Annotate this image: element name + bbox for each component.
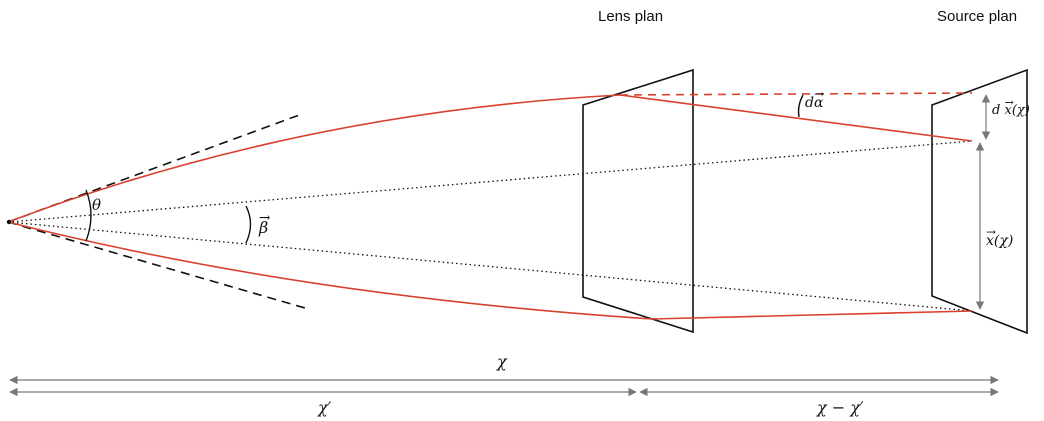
- d-alpha-label: dα: [805, 89, 824, 111]
- source-plane-label: Source plan: [937, 8, 1018, 25]
- observer-point: [6, 219, 12, 225]
- dx-chi-arg: (χ): [1011, 103, 1030, 118]
- ray-lower-deflected: [651, 310, 973, 320]
- x-label: x(χ): [986, 227, 1014, 249]
- beta-symbol: β: [259, 212, 269, 236]
- beta-label: β: [259, 212, 269, 236]
- line-of-sight-lower: [7, 221, 973, 312]
- line-of-sight-upper: [7, 140, 973, 223]
- lens-plane: [582, 68, 694, 334]
- d-symbol: d: [805, 95, 814, 111]
- ray-upper-undeflected-dashed: [619, 92, 973, 96]
- ray-upper-deflected: [619, 94, 973, 142]
- dx-label: d x(χ): [992, 97, 1030, 118]
- x-symbol: x: [986, 227, 994, 248]
- chi-total-label: χ: [497, 352, 507, 371]
- cone-lower-dashed: [7, 221, 306, 309]
- theta-label: θ: [92, 196, 102, 214]
- ray-lower-curve: [7, 221, 653, 320]
- lens-plane-label: Lens plan: [598, 8, 664, 25]
- alpha-arc: [797, 94, 804, 118]
- alpha-symbol: α: [814, 89, 824, 110]
- dx-d-symbol: d: [992, 103, 1001, 118]
- beta-arc: [245, 205, 252, 244]
- chi-diff-label: χ − χ′: [817, 398, 864, 417]
- chi-prime-label: χ′: [318, 398, 332, 417]
- x-chi-arg: (χ): [993, 233, 1014, 249]
- ray-upper-curve: [7, 94, 621, 223]
- dx-x-symbol: x: [1004, 97, 1012, 117]
- theta-arc: [85, 189, 92, 242]
